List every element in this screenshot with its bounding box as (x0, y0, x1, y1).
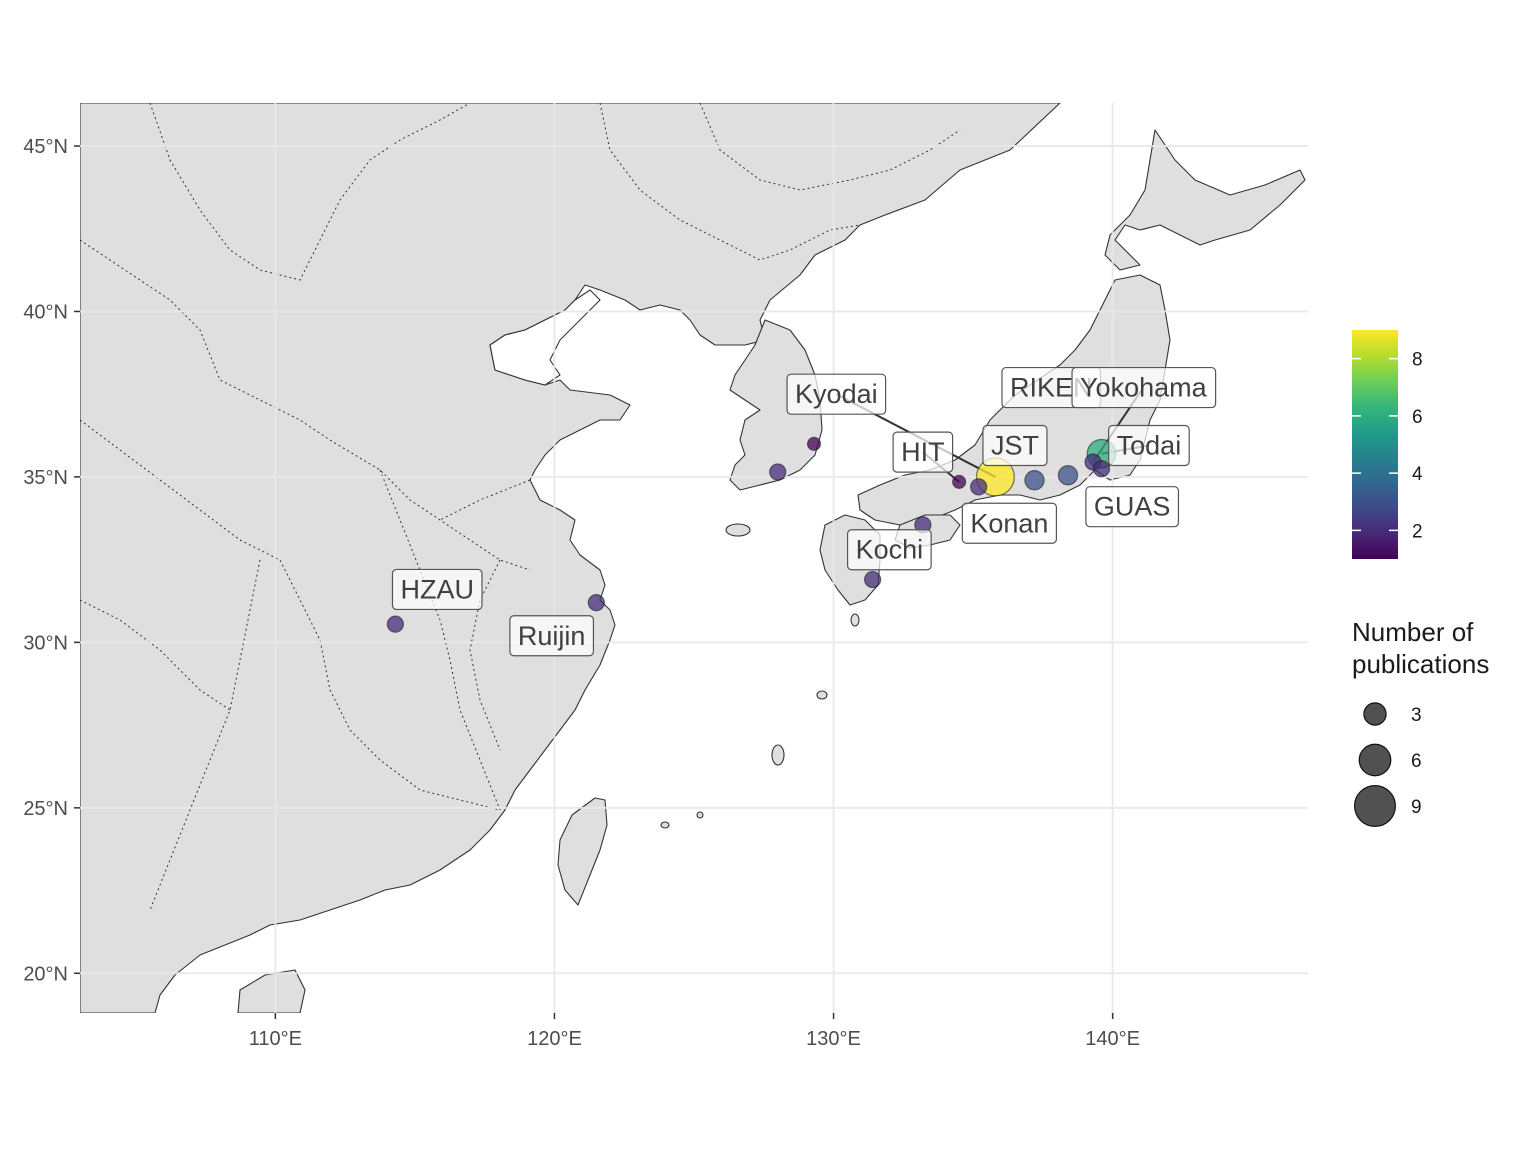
point-label-text-5: Todai (1117, 430, 1182, 460)
data-point-4 (769, 463, 787, 481)
colorbar-legend: 2 4 6 8 (1352, 330, 1423, 559)
point-label-6: GUAS (1085, 486, 1180, 528)
y-tick-label-3: 35°N (23, 467, 68, 489)
data-point-13 (952, 474, 967, 489)
grid-lines (80, 103, 1308, 1013)
mainland-china-landmass (80, 103, 1061, 1013)
y-tick-label-2: 30°N (23, 632, 68, 654)
data-point-5 (386, 615, 405, 633)
size-legend-label-2: 9 (1411, 797, 1422, 818)
point-label-4: HIT (892, 431, 954, 473)
x-tick-label-3: 140°E (1085, 1028, 1140, 1050)
taiwan (557, 797, 608, 906)
y-tick-label-0: 20°N (23, 963, 68, 985)
hainan (237, 969, 306, 1013)
size-legend-key-0 (1363, 702, 1387, 726)
data-point-3 (1057, 465, 1079, 486)
point-label-8: Kochi (846, 529, 932, 571)
point-label-text-0: Kyodai (795, 379, 878, 409)
bohai-sea (489, 289, 601, 386)
hokkaido (1104, 129, 1306, 271)
data-point-11 (1092, 460, 1111, 478)
point-label-text-4: HIT (901, 437, 945, 467)
colorbar-tick-label-0: 2 (1412, 521, 1423, 542)
data-points (386, 436, 1117, 633)
jeju-island (725, 523, 751, 537)
y-tick-label-4: 40°N (23, 301, 68, 323)
point-label-7: Konan (961, 502, 1058, 544)
data-point-7 (863, 570, 882, 589)
land-layer (80, 103, 1306, 1013)
axis-ticks: 110°E 120°E 130°E 140°E 20°N 25°N 30°N 35°N 40°N… (23, 136, 1140, 1050)
point-label-text-3: JST (991, 430, 1039, 460)
size-legend-title-line1: Number of (1352, 617, 1474, 647)
x-tick-label-2: 130°E (806, 1028, 861, 1050)
point-label-text-6: GUAS (1094, 492, 1171, 522)
colorbar-tick-label-2: 6 (1412, 407, 1423, 428)
size-legend-key-2 (1353, 784, 1396, 827)
data-point-2 (1024, 470, 1045, 491)
point-label-5: Todai (1108, 424, 1190, 467)
x-tick-label-0: 110°E (249, 1028, 302, 1050)
y-tick-label-5: 45°N (23, 136, 68, 158)
data-point-12 (806, 436, 822, 451)
point-label-9: HZAU (391, 568, 483, 611)
province-borders (80, 103, 961, 911)
point-label-text-8: Kochi (856, 535, 924, 565)
point-label-text-2: Yokohama (1080, 373, 1208, 403)
point-label-text-7: Konan (970, 508, 1048, 538)
point-label-0: Kyodai (786, 373, 887, 415)
point-label-2: Yokohama (1071, 366, 1217, 409)
x-tick-label-1: 120°E (527, 1028, 582, 1050)
point-label-text-9: HZAU (400, 574, 474, 604)
size-legend: Number of publications 3 6 9 (1352, 617, 1489, 827)
data-point-6 (587, 594, 605, 612)
data-point-9 (970, 478, 988, 496)
size-legend-label-1: 6 (1411, 751, 1422, 772)
point-label-3: JST (982, 424, 1048, 467)
colorbar-gradient (1352, 330, 1398, 559)
colorbar-tick-label-1: 4 (1412, 464, 1423, 485)
point-label-10: Ruijin (509, 615, 595, 657)
size-legend-key-1 (1358, 743, 1392, 777)
y-tick-label-1: 25°N (23, 798, 68, 820)
size-legend-title-line2: publications (1352, 649, 1489, 679)
size-legend-label-0: 3 (1411, 705, 1422, 726)
colorbar-tick-label-3: 8 (1412, 350, 1423, 371)
ryukyu-islands (660, 613, 860, 829)
point-label-text-10: Ruijin (518, 621, 586, 651)
